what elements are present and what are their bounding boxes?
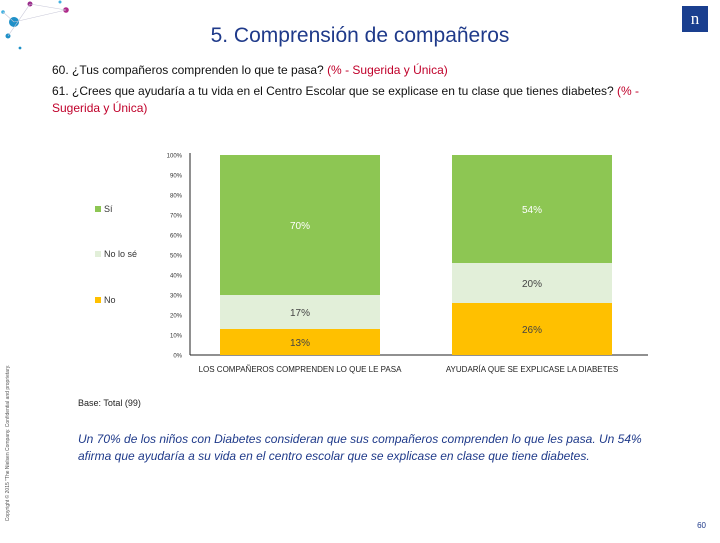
y-tick-label: 0% — [173, 354, 182, 360]
conclusion-text: Un 70% de los niños con Diabetes conside… — [78, 432, 642, 463]
bar-segment — [452, 155, 612, 263]
y-tick-label: 30% — [170, 294, 183, 300]
y-tick-label: 40% — [170, 274, 183, 280]
question-60-type: (% - Sugerida y Única) — [327, 63, 448, 77]
bar-segment — [220, 329, 380, 355]
y-tick-label: 60% — [170, 234, 183, 240]
question-61: 61. ¿Crees que ayudaría a tu vida en el … — [52, 83, 672, 117]
y-tick-label: 100% — [167, 154, 183, 160]
legend-swatch — [95, 297, 101, 303]
page-number: 60 — [697, 521, 706, 530]
bar-segment — [452, 303, 612, 355]
category-label: LOS COMPAÑEROS COMPRENDEN LO QUE LE PASA — [199, 365, 403, 374]
data-label: 17% — [290, 308, 310, 319]
y-tick-label: 80% — [170, 194, 183, 200]
legend-label: Sí — [104, 204, 113, 214]
data-label: 26% — [522, 325, 542, 336]
y-tick-label: 20% — [170, 314, 183, 320]
data-label: 20% — [522, 279, 542, 290]
y-tick-label: 50% — [170, 254, 183, 260]
nielsen-logo: n — [682, 6, 708, 32]
category-label: AYUDARÍA QUE SE EXPLICASE LA DIABETES — [446, 365, 618, 374]
legend-swatch — [95, 251, 101, 257]
question-61-text: 61. ¿Crees que ayudaría a tu vida en el … — [52, 84, 618, 98]
data-label: 70% — [290, 221, 310, 232]
bar-segment — [452, 263, 612, 303]
decorative-dots — [1, 0, 69, 50]
data-label: 54% — [522, 205, 542, 216]
y-tick-label: 70% — [170, 214, 183, 220]
bar-segment — [220, 155, 380, 295]
bar-segment — [220, 295, 380, 329]
legend-label: No lo sé — [104, 249, 137, 259]
logo-text: n — [690, 9, 700, 28]
legend-swatch — [95, 206, 101, 212]
y-tick-label: 90% — [170, 174, 183, 180]
question-60: 60. ¿Tus compañeros comprenden lo que te… — [52, 62, 448, 79]
legend-label: No — [104, 295, 116, 305]
page-title: 5. Comprensión de compañeros — [210, 24, 510, 47]
question-61-type: (% - Sugerida y Única) — [52, 84, 640, 115]
question-60-text: 60. ¿Tus compañeros comprenden lo que te… — [52, 63, 328, 77]
y-tick-label: 10% — [170, 334, 183, 340]
data-label: 13% — [290, 338, 310, 349]
base-note: Base: Total (99) — [78, 398, 141, 408]
